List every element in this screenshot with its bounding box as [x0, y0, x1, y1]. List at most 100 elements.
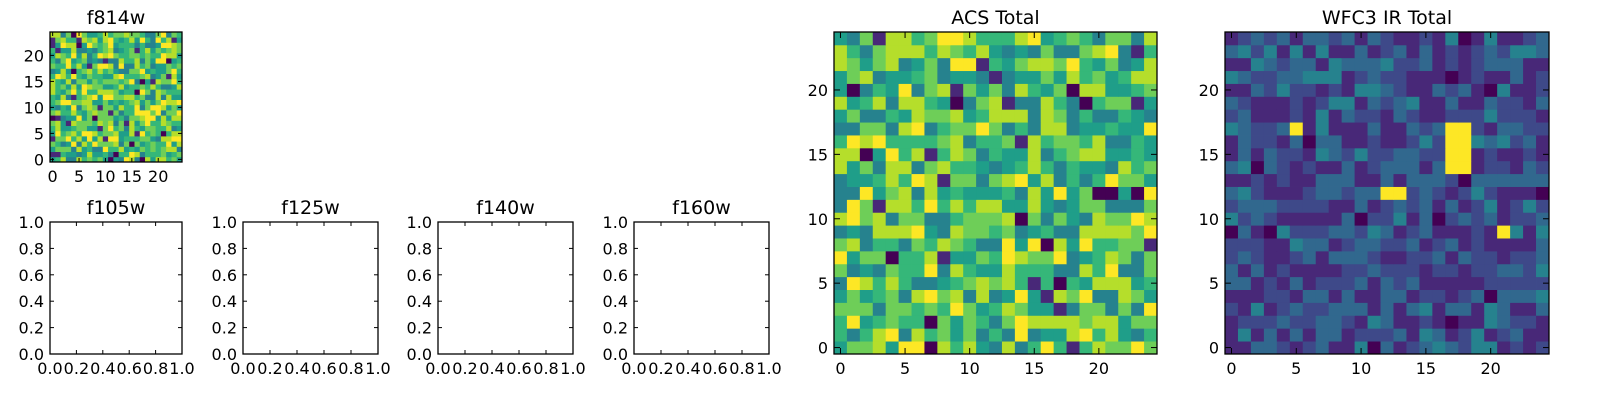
heatmap-cell [50, 141, 56, 147]
heatmap-cell [1510, 122, 1524, 136]
heatmap-cell [71, 141, 77, 147]
heatmap-cell [976, 109, 990, 123]
heatmap-cell [1458, 135, 1472, 149]
heatmap-cell [1131, 328, 1145, 342]
heatmap-cell [1053, 122, 1067, 136]
heatmap-cell [60, 120, 67, 126]
heatmap-cell [108, 42, 114, 48]
heatmap-cell [1367, 250, 1381, 265]
x-tick-label: 0.2 [452, 359, 477, 378]
heatmap-cell [65, 115, 72, 121]
heatmap-cell [1276, 96, 1291, 110]
heatmap-cell [1536, 44, 1550, 59]
heatmap-cell [1250, 32, 1265, 46]
heatmap-cell [1302, 250, 1317, 265]
heatmap-cell [1092, 160, 1106, 175]
heatmap-cell [1131, 250, 1145, 265]
y-tick-label: 1.0 [19, 213, 44, 232]
heatmap-cell [885, 238, 899, 252]
heatmap-cell [1445, 160, 1459, 175]
heatmap-cell [102, 58, 109, 64]
heatmap-cell [60, 47, 67, 54]
heatmap-cell [160, 52, 167, 59]
heatmap-cell [1328, 109, 1343, 123]
heatmap-cell [1315, 341, 1330, 355]
heatmap-cell [50, 99, 56, 106]
heatmap-cell [1536, 173, 1550, 187]
heatmap-cell [155, 104, 162, 111]
heatmap-cell [1302, 186, 1317, 200]
heatmap-cell [1092, 44, 1106, 59]
heatmap-cell [134, 47, 141, 54]
heatmap-cell [1510, 57, 1524, 72]
heatmap-cell [1380, 199, 1394, 213]
heatmap-cell [1471, 122, 1485, 136]
heatmap-cell [1432, 276, 1446, 290]
heatmap-cell [1040, 328, 1055, 342]
heatmap-cell [846, 238, 861, 252]
heatmap-cell [963, 57, 977, 72]
heatmap-cell [76, 89, 83, 95]
heatmap-cell [859, 225, 874, 239]
heatmap-cell [166, 151, 172, 158]
y-tick-label: 0.2 [603, 319, 628, 338]
heatmap-cell [1471, 160, 1485, 175]
heatmap-cell [1250, 70, 1265, 84]
heatmap-cell [86, 89, 93, 95]
heatmap-cell [1225, 32, 1239, 46]
heatmap-cell [1432, 199, 1446, 213]
heatmap-cell [108, 84, 114, 90]
heatmap-cell [176, 125, 183, 132]
heatmap-cell [1014, 147, 1029, 162]
heatmap-cell [81, 130, 88, 137]
heatmap-cell [97, 78, 104, 85]
heatmap-cell [1445, 96, 1459, 110]
heatmap-cell [1014, 328, 1029, 342]
heatmap-cell [1289, 328, 1304, 342]
heatmap-cell [60, 58, 67, 64]
heatmap-cell [76, 94, 83, 100]
heatmap-cell [60, 73, 67, 80]
x-tick-label: 0.6 [116, 359, 141, 378]
heatmap-cell [1432, 44, 1446, 59]
heatmap-cell [1027, 341, 1042, 355]
heatmap-cell [102, 47, 109, 54]
heatmap-cell [123, 146, 130, 152]
heatmap-cell [1432, 302, 1446, 316]
heatmap-cell [86, 68, 93, 74]
heatmap-cell [1432, 135, 1446, 149]
heatmap-cell [92, 110, 98, 116]
x-tick-label: 0.0 [230, 359, 255, 378]
heatmap-cell [937, 186, 951, 200]
heatmap-cell [92, 125, 98, 132]
heatmap-cell [859, 109, 874, 123]
heatmap-cell [1040, 83, 1055, 97]
heatmap-cell [963, 32, 977, 46]
heatmap-cell [55, 94, 61, 100]
heatmap-cell [1510, 212, 1524, 226]
heatmap-cell [1001, 57, 1016, 72]
heatmap-cell [1432, 225, 1446, 239]
heatmap-cell [118, 146, 125, 152]
heatmap-cell [86, 52, 93, 59]
heatmap-cell [150, 84, 156, 90]
heatmap-cell [1237, 302, 1252, 316]
heatmap-cell [1523, 276, 1537, 290]
heatmap-cell [924, 83, 938, 97]
heatmap-cell [1523, 199, 1537, 213]
heatmap-cell [55, 110, 61, 116]
heatmap-cell [160, 78, 167, 85]
heatmap-cell [1380, 315, 1394, 329]
heatmap-cell [123, 42, 130, 48]
heatmap-cell [1497, 147, 1511, 162]
heatmap-cell [976, 212, 990, 226]
heatmap-cell [963, 250, 977, 265]
heatmap-cell [1367, 289, 1381, 303]
heatmap-cell [1263, 199, 1278, 213]
heatmap-cell [171, 136, 178, 142]
heatmap-cell [1250, 57, 1265, 72]
heatmap-cell [924, 238, 938, 252]
y-tick-label: 20 [1199, 81, 1219, 100]
heatmap-cell [1393, 135, 1407, 149]
heatmap-cell [129, 42, 135, 48]
